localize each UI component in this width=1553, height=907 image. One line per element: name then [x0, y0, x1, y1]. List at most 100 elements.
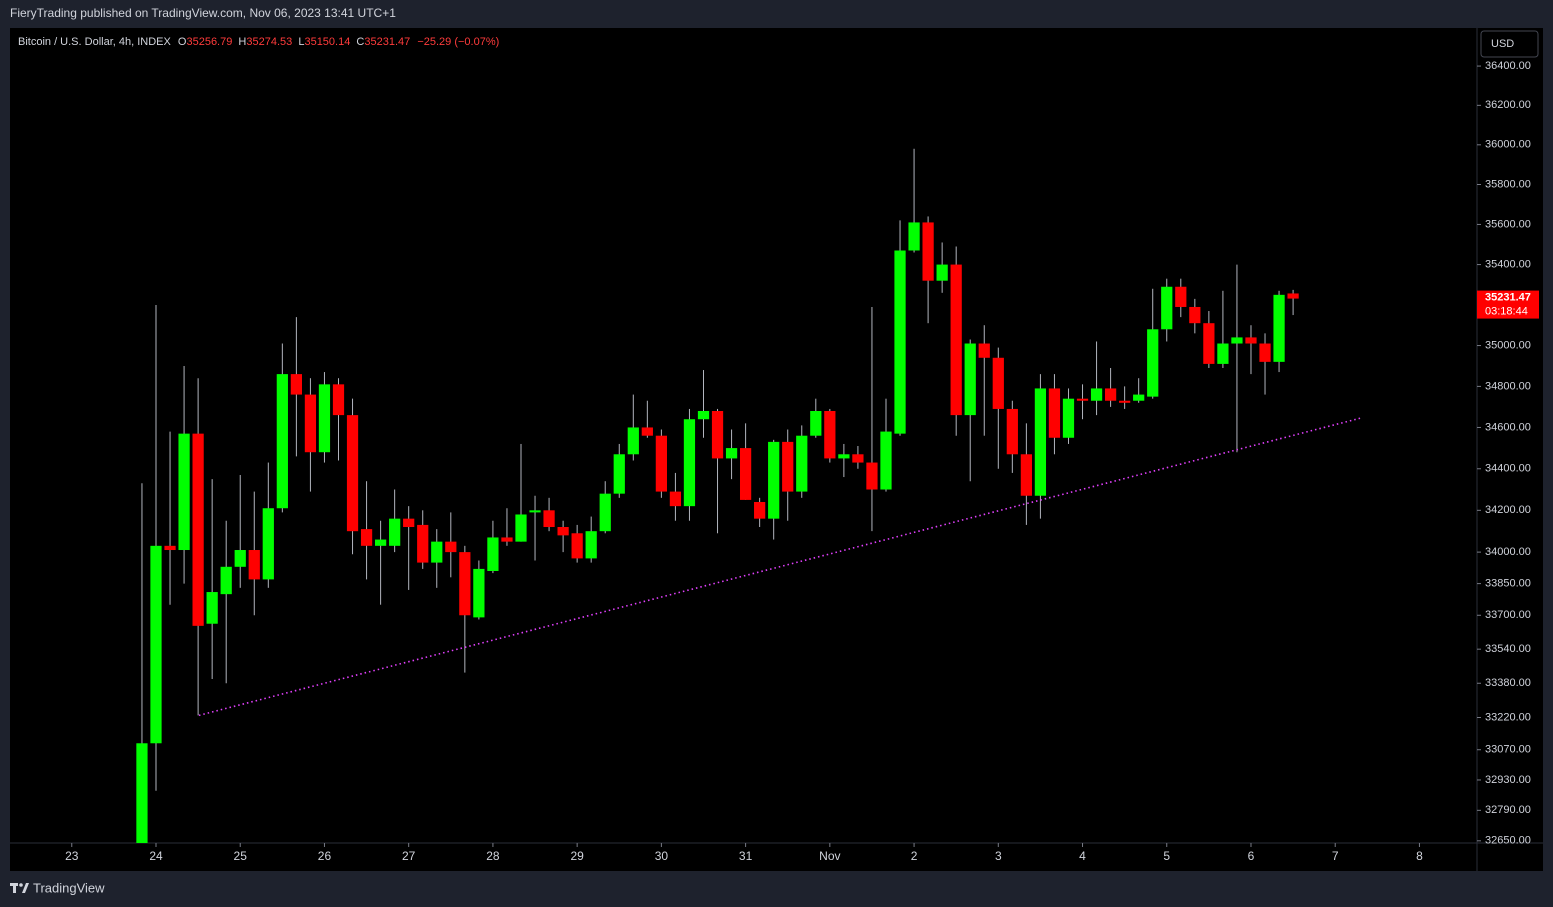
- candle-body: [164, 545, 176, 551]
- candle-body: [1259, 343, 1271, 362]
- x-tick-label: 28: [486, 849, 500, 863]
- candle-body: [655, 435, 667, 492]
- x-tick-label: 27: [402, 849, 416, 863]
- candle-body: [697, 411, 710, 420]
- candle-body: [206, 592, 218, 624]
- legend-high: 35274.53: [246, 36, 292, 48]
- candle-body: [796, 435, 808, 492]
- y-tick-label: 33220.00: [1485, 711, 1531, 723]
- candle-body: [1203, 323, 1215, 364]
- candle-body: [445, 541, 457, 553]
- candle-body: [838, 454, 850, 459]
- candle-body: [501, 537, 513, 542]
- candle-body: [810, 411, 822, 436]
- y-tick-label: 36400.00: [1485, 60, 1531, 72]
- candle-body: [866, 462, 878, 490]
- candle-body: [389, 518, 401, 546]
- candle-body: [431, 541, 443, 563]
- x-tick-label: Nov: [819, 849, 840, 863]
- candle-body: [248, 550, 260, 580]
- y-tick-label: 34400.00: [1485, 463, 1531, 475]
- candle-body: [571, 533, 583, 559]
- candle-body: [1048, 388, 1061, 438]
- symbol-title: Bitcoin / U.S. Dollar, 4h, INDEX: [18, 36, 171, 48]
- last-price-label: 35231.47: [1485, 291, 1531, 303]
- x-tick-label: 26: [318, 849, 332, 863]
- candle-body: [1062, 398, 1075, 438]
- candle-body: [754, 501, 766, 519]
- currency: USD: [1491, 38, 1514, 50]
- candle-body: [1076, 398, 1089, 401]
- candle-body: [290, 374, 302, 395]
- candle-body: [1273, 294, 1285, 362]
- currency-box[interactable]: [1480, 30, 1539, 58]
- candle-body: [136, 743, 148, 843]
- candle-body: [1119, 400, 1131, 403]
- candle-body: [332, 384, 345, 416]
- plot: [136, 148, 1363, 843]
- candle-body: [894, 250, 906, 434]
- y-tick-label: 35400.00: [1485, 258, 1531, 270]
- candle-body: [543, 510, 555, 528]
- legend: Bitcoin / U.S. Dollar, 4h, INDEX O35256.…: [18, 36, 499, 48]
- candle-body: [978, 343, 990, 358]
- candle-body: [318, 384, 331, 453]
- candle-body: [473, 568, 485, 618]
- candle-body: [276, 374, 288, 509]
- candle-body: [220, 566, 232, 595]
- candle-body: [1175, 286, 1187, 307]
- candle-body: [641, 427, 653, 436]
- candle-body: [1020, 454, 1032, 496]
- candle-body: [683, 419, 696, 507]
- x-tick-label: 6: [1248, 849, 1255, 863]
- tv-logo: [10, 883, 29, 893]
- candle-body: [1231, 337, 1243, 344]
- candle-body: [1217, 343, 1229, 364]
- y-tick-label: 32930.00: [1485, 774, 1531, 786]
- candle-body: [1090, 388, 1103, 401]
- candle-body: [346, 415, 359, 532]
- candle-body: [992, 357, 1004, 409]
- y-tick-label: 36200.00: [1485, 99, 1531, 111]
- candle-body: [922, 222, 934, 281]
- x-tick-label: 8: [1416, 849, 1423, 863]
- legend-letter: H: [238, 36, 246, 48]
- candle-body: [964, 343, 976, 416]
- x-tick-label: 7: [1332, 849, 1339, 863]
- candle-body: [192, 433, 204, 626]
- candle-body: [150, 545, 162, 744]
- y-tick-label: 35800.00: [1485, 178, 1531, 190]
- candle-body: [852, 454, 864, 463]
- candle-body: [234, 550, 246, 567]
- candle-body: [725, 448, 738, 459]
- candle-body: [262, 508, 274, 580]
- x-tick-label: 3: [995, 849, 1002, 863]
- candle-body: [1161, 286, 1173, 330]
- y-tick-label: 34200.00: [1485, 504, 1531, 516]
- x-tick-label: 29: [570, 849, 584, 863]
- trendline: [198, 417, 1363, 717]
- candle-body: [557, 527, 569, 536]
- candle-body: [627, 427, 639, 455]
- y-tick-label: 35000.00: [1485, 339, 1531, 351]
- candle-body: [739, 448, 752, 500]
- legend-change: −25.29 (−0.07%): [417, 36, 499, 48]
- candle-body: [599, 493, 611, 532]
- x-tick-label: 31: [739, 849, 753, 863]
- legend-open: 35256.79: [186, 36, 232, 48]
- x-tick-label: 2: [911, 849, 918, 863]
- candle-body: [1189, 306, 1201, 324]
- x-tick-label: 4: [1079, 849, 1086, 863]
- candle-body: [515, 514, 527, 542]
- x-tick-label: 30: [655, 849, 669, 863]
- legend-low: 35150.14: [304, 36, 350, 48]
- x-tick-label: 23: [65, 849, 79, 863]
- y-tick-label: 33700.00: [1485, 609, 1531, 621]
- y-tick-label: 36000.00: [1485, 139, 1531, 151]
- y-tick-label: 33850.00: [1485, 578, 1531, 590]
- legend-letter: C: [356, 36, 364, 48]
- candle-body: [304, 394, 317, 453]
- y-tick-label: 32790.00: [1485, 804, 1531, 816]
